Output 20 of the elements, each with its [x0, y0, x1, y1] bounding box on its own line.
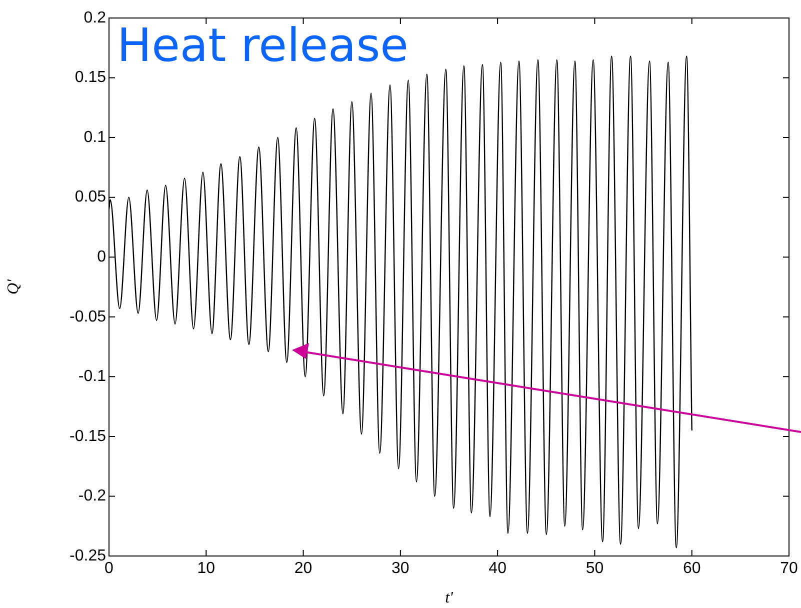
y-tick-label: 0.05 — [74, 188, 106, 206]
y-tick-label: 0.15 — [74, 69, 106, 86]
y-tick-label: -0.25 — [70, 547, 106, 564]
x-tick-label: 70 — [780, 560, 798, 578]
x-tick-label: 30 — [392, 560, 410, 578]
y-tick-label: -0.1 — [78, 368, 106, 386]
x-axis-title: t' — [445, 590, 454, 607]
y-tick-label: 0.2 — [84, 9, 106, 26]
x-tick-label: 50 — [586, 560, 604, 578]
x-tick-label: 40 — [488, 560, 507, 578]
y-tick-label: 0.1 — [84, 128, 106, 146]
x-tick-label: 10 — [197, 560, 216, 578]
y-tick-label: -0.05 — [70, 308, 106, 326]
y-axis-title: Q' — [4, 278, 22, 294]
annotation: Heat release — [117, 18, 408, 72]
y-tick-label: -0.2 — [78, 488, 106, 505]
x-tick-label: 20 — [294, 560, 312, 578]
y-tick-label: 0 — [97, 248, 106, 266]
y-tick-label: -0.15 — [70, 428, 106, 445]
x-tick-label: 60 — [682, 560, 701, 578]
